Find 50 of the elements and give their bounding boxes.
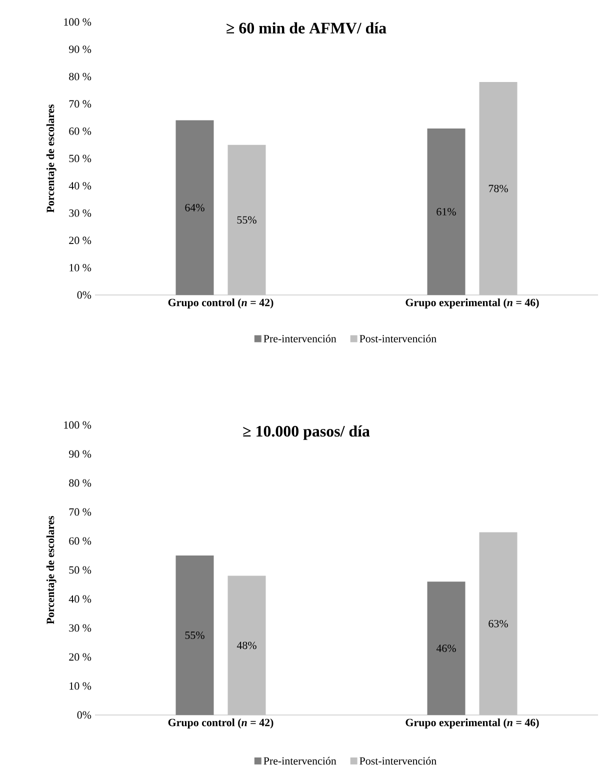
- y-tick-label: 90 %: [69, 450, 92, 458]
- legend-label: Post-intervención: [360, 334, 436, 342]
- y-tick-label: 60 %: [69, 127, 92, 135]
- y-axis-title: Porcentaje de escolares: [46, 516, 56, 624]
- y-tick-label: 40 %: [68, 595, 92, 603]
- x-tick-label: Grupo experimental (n = 46): [406, 718, 539, 728]
- y-tick-label: 0%: [77, 291, 92, 299]
- data-label: 46%: [436, 644, 456, 652]
- y-axis-title: Porcentaje de escolares: [46, 104, 56, 213]
- y-tick-label: 20 %: [69, 236, 92, 244]
- data-label: 78%: [488, 184, 508, 192]
- data-label: 64%: [185, 204, 204, 212]
- bar: [479, 532, 518, 715]
- y-tick-label: 90 %: [69, 46, 92, 54]
- x-tick-label: Grupo experimental (n = 46): [406, 298, 539, 308]
- bar: [228, 576, 266, 715]
- bar: [176, 555, 214, 715]
- bar: [176, 120, 214, 295]
- y-tick-label: 0%: [77, 711, 92, 719]
- data-label: 61%: [436, 208, 456, 216]
- data-label: 48%: [236, 642, 256, 650]
- chart-title: ≥ 60 min de AFMV/ día: [226, 22, 386, 34]
- x-tick-label: Grupo control (n = 42): [168, 298, 274, 308]
- y-tick-label: 50 %: [69, 154, 92, 162]
- bar: [479, 82, 518, 295]
- legend-label: Post-intervención: [360, 756, 436, 765]
- x-tick-label: Grupo control (n = 42): [168, 718, 274, 728]
- y-tick-label: 80 %: [69, 72, 92, 80]
- y-tick-label: 70 %: [69, 100, 92, 108]
- y-tick-label: 10 %: [70, 682, 92, 690]
- bar: [427, 128, 466, 295]
- y-tick-label: 70 %: [69, 508, 92, 516]
- legend-label: Pre-intervención: [264, 334, 336, 342]
- bar: [228, 144, 266, 295]
- y-tick-label: 10 %: [70, 264, 92, 272]
- y-tick-label: 100 %: [64, 18, 92, 26]
- y-tick-label: 100 %: [64, 421, 92, 429]
- data-label: 55%: [185, 632, 204, 639]
- y-tick-label: 30 %: [69, 624, 92, 632]
- bar: [427, 582, 466, 715]
- y-tick-label: 80 %: [69, 479, 92, 487]
- y-tick-label: 30 %: [69, 209, 92, 217]
- y-tick-label: 20 %: [69, 653, 92, 661]
- y-tick-label: 60 %: [69, 537, 92, 545]
- data-label: 63%: [488, 620, 508, 628]
- legend-label: Pre-intervención: [264, 756, 336, 765]
- chart-title: ≥ 10.000 pasos/ día: [243, 425, 370, 440]
- y-tick-label: 50 %: [69, 566, 92, 574]
- data-label: 55%: [237, 216, 256, 224]
- y-tick-label: 40 %: [68, 182, 92, 190]
